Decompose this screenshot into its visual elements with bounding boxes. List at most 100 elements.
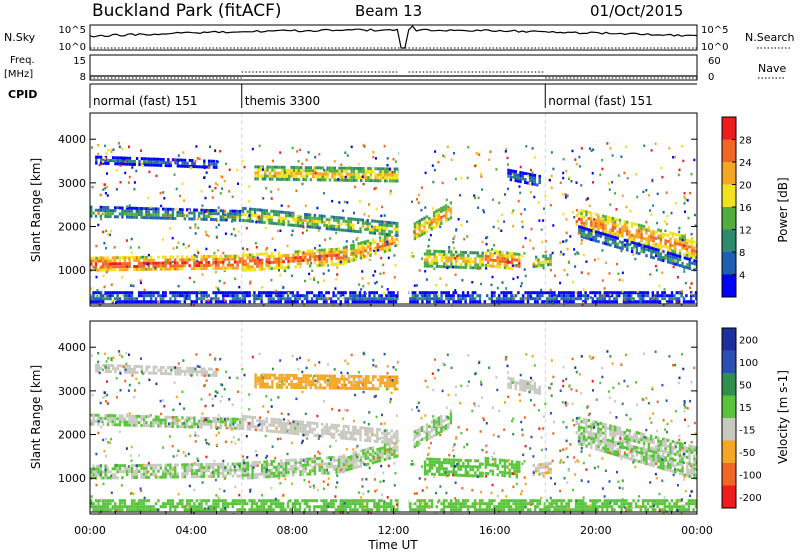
data-cell (321, 377, 324, 381)
data-cell (126, 212, 129, 216)
nsky-label: N.Sky (4, 31, 36, 44)
data-cell (452, 241, 455, 244)
data-cell (118, 414, 122, 418)
data-cell (308, 272, 311, 276)
data-cell (301, 429, 305, 433)
data-cell (304, 219, 307, 222)
data-cell (443, 253, 446, 257)
data-cell (130, 420, 134, 424)
data-cell (329, 237, 332, 240)
data-cell (284, 465, 288, 468)
data-cell (657, 234, 660, 238)
data-cell (292, 431, 295, 435)
data-cell (200, 472, 203, 476)
data-cell (268, 475, 271, 479)
data-cell (193, 162, 196, 166)
data-cell (234, 297, 237, 301)
data-cell (145, 415, 148, 419)
data-cell (585, 225, 588, 229)
data-cell (538, 177, 541, 181)
data-cell (171, 466, 174, 470)
data-cell (421, 297, 424, 301)
data-cell (258, 460, 261, 464)
data-cell (359, 432, 362, 436)
data-cell (162, 264, 165, 268)
data-cell (615, 291, 618, 295)
data-cell (231, 294, 234, 298)
data-cell (159, 191, 162, 195)
data-cell (147, 415, 150, 419)
data-cell (186, 255, 189, 259)
data-cell (205, 300, 208, 304)
data-cell (385, 232, 389, 236)
data-cell (226, 257, 230, 261)
data-cell (340, 461, 343, 465)
data-cell (580, 147, 583, 150)
data-cell (133, 259, 136, 262)
data-cell (358, 291, 362, 295)
data-cell (530, 168, 532, 172)
data-cell (633, 244, 636, 248)
data-cell (558, 291, 561, 295)
data-cell (690, 291, 693, 295)
data-cell (327, 297, 330, 300)
data-cell (345, 169, 348, 173)
data-cell (609, 237, 612, 241)
data-cell (256, 425, 259, 429)
data-cell (420, 186, 423, 189)
data-cell (325, 471, 329, 475)
data-cell (236, 291, 239, 295)
data-cell (150, 421, 153, 425)
data-cell (142, 207, 146, 211)
data-cell (256, 177, 260, 181)
data-cell (602, 229, 605, 233)
data-cell (212, 468, 215, 472)
data-cell (279, 151, 282, 154)
data-cell (594, 291, 597, 295)
data-cell (542, 266, 545, 270)
data-cell (262, 304, 265, 306)
data-cell (355, 386, 358, 390)
data-cell (171, 475, 174, 479)
data-cell (313, 252, 317, 256)
data-cell (339, 291, 342, 295)
data-cell (363, 291, 366, 295)
data-cell (601, 294, 604, 298)
data-cell (383, 229, 386, 233)
data-cell (128, 262, 131, 266)
data-cell (424, 206, 427, 209)
data-cell (126, 256, 129, 260)
data-cell (287, 467, 290, 471)
data-cell (416, 220, 419, 224)
data-cell (99, 300, 102, 304)
data-cell (248, 300, 251, 304)
data-cell (318, 226, 321, 230)
data-cell (368, 291, 371, 295)
data-cell (263, 420, 266, 423)
data-cell (118, 262, 122, 266)
data-cell (447, 297, 450, 301)
data-cell (333, 175, 336, 179)
data-cell (207, 299, 210, 302)
data-cell (462, 250, 465, 254)
data-cell (251, 424, 254, 428)
data-cell (145, 472, 148, 476)
data-cell (534, 291, 537, 295)
data-cell (272, 471, 276, 475)
data-cell (590, 217, 593, 221)
data-cell (681, 243, 684, 247)
data-cell (90, 259, 93, 263)
data-cell (688, 263, 691, 267)
data-cell (418, 297, 422, 301)
data-cell (388, 381, 392, 385)
data-cell (478, 297, 482, 301)
data-cell (280, 382, 284, 386)
data-cell (176, 161, 180, 165)
data-cell (205, 466, 208, 469)
data-cell (116, 467, 119, 471)
data-cell (320, 294, 323, 298)
data-cell (342, 228, 345, 232)
data-cell (304, 460, 307, 464)
data-cell (354, 459, 358, 463)
data-cell (560, 291, 563, 295)
